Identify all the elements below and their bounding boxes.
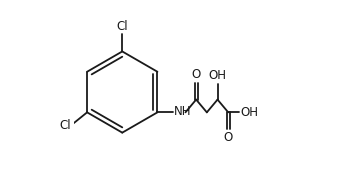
Text: O: O bbox=[224, 131, 233, 144]
Text: O: O bbox=[192, 67, 201, 80]
Text: Cl: Cl bbox=[59, 119, 71, 132]
Text: Cl: Cl bbox=[117, 20, 128, 33]
Text: NH: NH bbox=[174, 105, 191, 118]
Text: OH: OH bbox=[208, 69, 227, 82]
Text: OH: OH bbox=[240, 106, 258, 119]
